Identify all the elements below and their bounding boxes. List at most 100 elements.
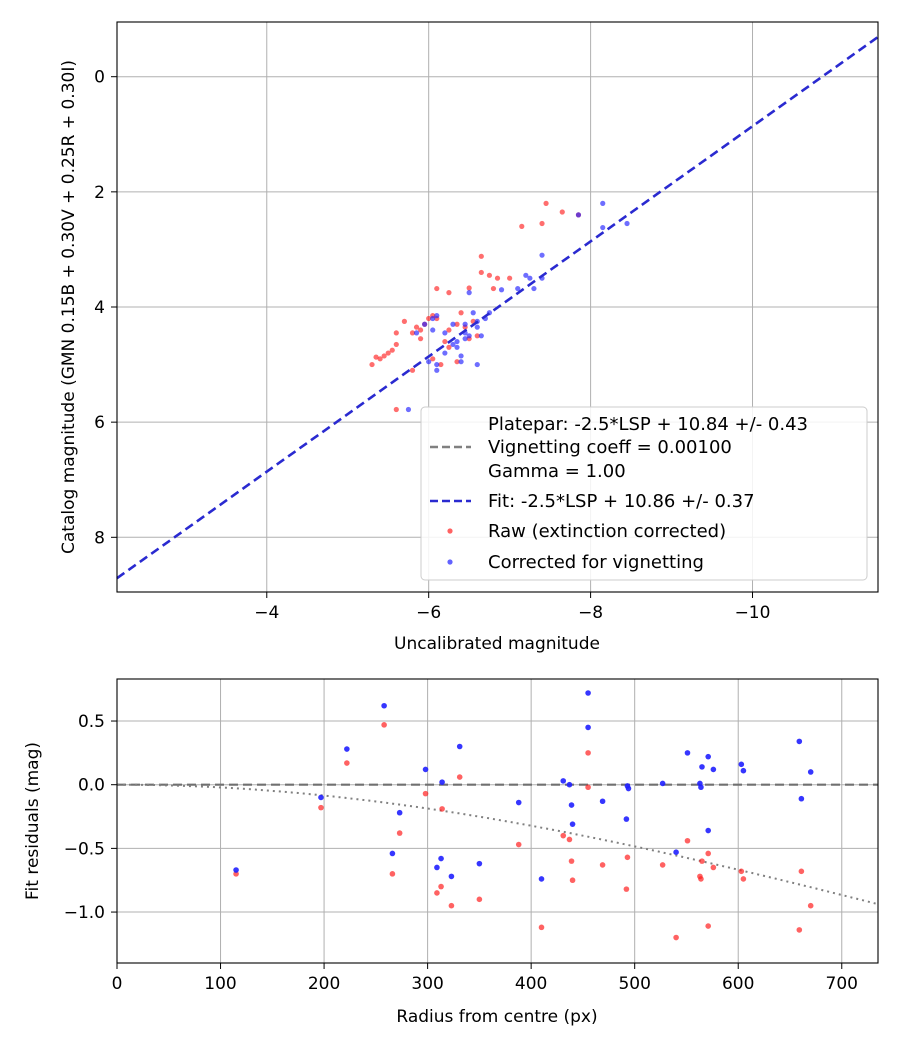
raw-residual-point: [738, 868, 745, 875]
corrected-residual-point: [599, 798, 606, 805]
top-x-tick-label: −10: [735, 603, 771, 623]
raw-point: [478, 253, 484, 259]
raw-residual-point: [798, 868, 805, 875]
bottom-x-tick-label: 300: [411, 974, 443, 994]
raw-residual-point: [344, 760, 350, 766]
bottom-reference-lines: [117, 783, 879, 906]
raw-point: [369, 361, 375, 368]
legend-swatch-marker: [447, 528, 453, 534]
corrected-point: [515, 285, 521, 292]
corrected-point: [454, 344, 460, 350]
corrected-point: [600, 224, 606, 231]
top-y-tick-label: 8: [94, 528, 105, 548]
raw-point: [446, 290, 452, 296]
raw-point: [454, 359, 460, 365]
corrected-point: [466, 290, 472, 296]
raw-residual-point: [599, 862, 606, 868]
corrected-point: [442, 350, 448, 356]
raw-residual-point: [566, 836, 573, 843]
corrected-point: [430, 315, 436, 322]
corrected-point: [422, 321, 428, 327]
bottom-plot-frame: [116, 678, 879, 964]
corrected-residual-point: [740, 767, 747, 774]
top-x-axis-label: Uncalibrated magnitude: [394, 634, 600, 654]
bottom-x-tick-label: 0: [112, 974, 123, 994]
top-x-tick-label: −4: [254, 603, 279, 623]
corrected-residual-point: [684, 750, 691, 756]
corrected-residual-point: [396, 809, 403, 816]
raw-point: [539, 220, 545, 227]
top-plot-frame: [116, 21, 879, 593]
corrected-residual-point: [568, 802, 575, 808]
bottom-x-tick-label: 600: [722, 974, 754, 994]
corrected-residual-point: [560, 778, 567, 784]
corrected-point: [434, 367, 440, 373]
top-fit-line: [116, 35, 879, 580]
corrected-residual-point: [585, 724, 591, 731]
corrected-residual-point: [738, 761, 745, 768]
raw-point: [458, 310, 464, 316]
raw-point: [486, 272, 493, 278]
bottom-points: [233, 690, 814, 941]
corrected-residual-point: [318, 794, 324, 801]
raw-residual-point: [439, 806, 445, 812]
corrected-point: [434, 361, 440, 368]
raw-residual-point: [476, 896, 483, 903]
corrected-residual-point: [422, 766, 429, 773]
raw-point: [417, 327, 424, 333]
legend-box: [420, 406, 868, 581]
corrected-residual-point: [705, 753, 711, 760]
raw-point: [466, 285, 472, 291]
corrected-residual-point: [673, 849, 679, 856]
top-x-tick-label: −8: [578, 603, 603, 623]
raw-residual-point: [538, 924, 545, 931]
corrected-residual-point: [625, 785, 632, 792]
raw-point: [413, 324, 420, 330]
corrected-residual-point: [569, 821, 576, 827]
corrected-residual-point: [434, 864, 440, 871]
corrected-point: [470, 310, 476, 316]
raw-residual-point: [807, 902, 814, 909]
raw-residual-point: [673, 934, 679, 941]
top-ticks: −4 −6 −8 −10 0 2 4 6 8: [94, 68, 770, 623]
raw-residual-point: [740, 876, 747, 882]
corrected-point: [454, 338, 460, 345]
top-y-tick-label: 0: [94, 68, 105, 88]
top-y-tick-label: 2: [94, 183, 105, 203]
legend-entries: Platepar: -2.5*LSP + 10.84 +/- 0.43Vigne…: [430, 414, 808, 573]
raw-point: [381, 353, 387, 359]
corrected-residual-point: [659, 780, 666, 787]
corrected-point: [405, 406, 412, 413]
raw-residual-point: [698, 876, 704, 882]
legend-entry-label: Vignetting coeff = 0.00100: [488, 437, 732, 458]
raw-point: [490, 285, 497, 292]
corrected-point: [474, 324, 480, 330]
bottom-x-tick-label: 500: [618, 974, 650, 994]
corrected-residual-point: [476, 860, 483, 867]
bottom-panel: 0 100 200 300 400 500 600 700 0.5 0.0 −0.5 −1.0 Rad…: [23, 678, 879, 1027]
raw-residual-point: [396, 830, 403, 836]
raw-point: [438, 361, 444, 368]
corrected-point: [478, 333, 484, 339]
corrected-point: [575, 212, 582, 218]
corrected-point: [450, 321, 456, 327]
raw-point: [389, 347, 395, 353]
raw-residual-point: [624, 854, 631, 861]
top-y-tick-label: 6: [94, 413, 105, 433]
corrected-residual-point: [585, 690, 591, 696]
raw-residual-point: [515, 841, 522, 848]
corrected-residual-point: [698, 784, 704, 791]
raw-residual-point: [318, 804, 324, 811]
raw-point: [446, 327, 452, 333]
raw-residual-point: [569, 877, 576, 884]
legend-entry-label: Gamma = 1.00: [488, 461, 626, 482]
raw-residual-point: [659, 862, 666, 868]
corrected-residual-point: [439, 779, 445, 785]
raw-point: [409, 367, 416, 373]
corrected-point: [450, 341, 456, 348]
corrected-residual-point: [515, 799, 522, 806]
top-panel: −4 −6 −8 −10 0 2 4 6 8 Uncalibrated magnitude Ca…: [59, 21, 879, 654]
corrected-residual-point: [344, 746, 350, 752]
raw-point: [559, 209, 565, 215]
raw-point: [543, 200, 549, 206]
